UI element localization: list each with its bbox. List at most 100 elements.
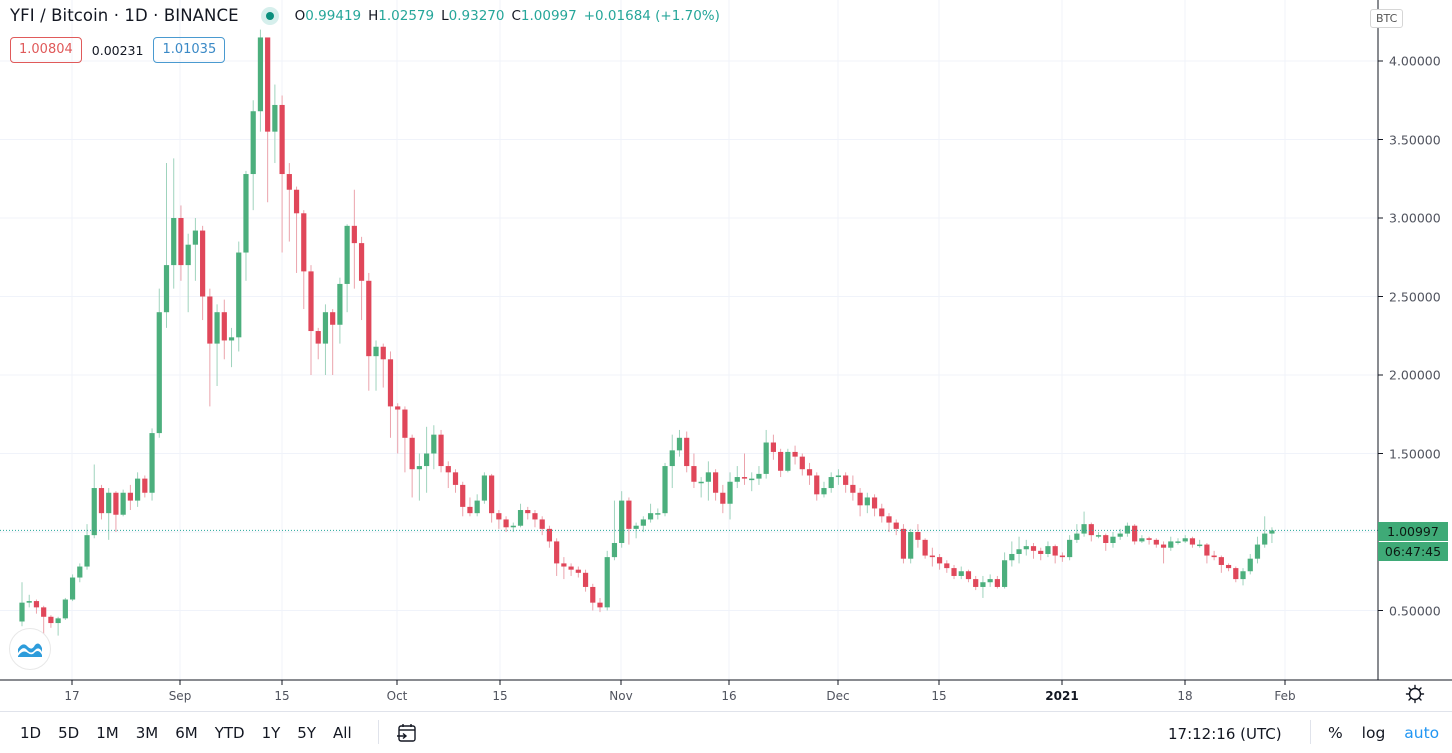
market-status-icon bbox=[260, 6, 279, 25]
close-label: C bbox=[511, 7, 521, 24]
go-to-date-calendar-icon[interactable] bbox=[396, 723, 418, 743]
candle bbox=[286, 174, 292, 190]
range-button-5d[interactable]: 5D bbox=[58, 724, 80, 742]
candle bbox=[1189, 538, 1196, 545]
price-axis-label: 0.50000 bbox=[1389, 603, 1441, 618]
buy-button[interactable]: 1.01035 bbox=[153, 37, 226, 63]
candle bbox=[351, 225, 357, 244]
candle bbox=[828, 477, 834, 489]
candle bbox=[1240, 571, 1246, 580]
close-value: 1.00997 bbox=[520, 7, 577, 24]
time-axis-label: 17 bbox=[64, 689, 80, 703]
candle bbox=[1117, 533, 1123, 537]
candle bbox=[908, 532, 914, 559]
range-button-1m[interactable]: 1M bbox=[96, 724, 119, 742]
symbol-title[interactable]: YFI / Bitcoin · 1D · BINANCE bbox=[10, 6, 239, 25]
candle bbox=[785, 451, 791, 471]
candle bbox=[113, 492, 119, 515]
candle bbox=[1211, 555, 1217, 558]
candle bbox=[965, 571, 972, 580]
candle bbox=[192, 230, 198, 245]
time-axis-label: Sep bbox=[168, 689, 192, 703]
bid-ask-row: 1.00804 0.00231 1.01035 bbox=[10, 37, 226, 63]
candle bbox=[951, 568, 957, 576]
range-button-ytd[interactable]: YTD bbox=[214, 724, 245, 742]
candle bbox=[1009, 553, 1015, 561]
candle bbox=[1247, 558, 1253, 572]
candle bbox=[496, 513, 502, 520]
candle bbox=[597, 602, 603, 608]
candle bbox=[713, 472, 719, 493]
candle bbox=[727, 481, 733, 504]
candle bbox=[561, 563, 567, 567]
candle bbox=[55, 618, 61, 624]
candle bbox=[1023, 546, 1029, 550]
candle bbox=[611, 542, 618, 558]
candle bbox=[973, 579, 979, 587]
candle bbox=[171, 218, 177, 266]
range-button-1d[interactable]: 1D bbox=[20, 724, 42, 742]
candle bbox=[380, 346, 386, 360]
low-label: L bbox=[441, 7, 449, 24]
candle bbox=[1016, 549, 1022, 554]
utc-clock[interactable]: 17:12:16 (UTC) bbox=[1168, 725, 1282, 743]
candle bbox=[337, 283, 343, 325]
time-axis-label: 2021 bbox=[1045, 689, 1079, 703]
tradingview-logo[interactable] bbox=[9, 628, 51, 670]
candle bbox=[734, 477, 740, 482]
candle bbox=[669, 450, 675, 467]
sell-button[interactable]: 1.00804 bbox=[10, 37, 82, 63]
candle bbox=[915, 532, 921, 540]
range-button-all[interactable]: All bbox=[333, 724, 352, 742]
candle bbox=[1218, 557, 1224, 565]
range-button-3m[interactable]: 3M bbox=[135, 724, 159, 742]
candle bbox=[214, 312, 220, 344]
candle bbox=[301, 213, 307, 272]
auto-scale-toggle[interactable]: auto bbox=[1404, 724, 1440, 742]
candle bbox=[792, 451, 798, 457]
candle bbox=[1095, 535, 1102, 537]
time-axis-label: 15 bbox=[931, 689, 947, 703]
time-axis-label: Nov bbox=[609, 689, 633, 703]
time-axis-label: 15 bbox=[274, 689, 290, 703]
countdown-tag: 06:47:45 bbox=[1378, 542, 1448, 561]
candle bbox=[763, 442, 769, 474]
high-value: 1.02579 bbox=[378, 7, 435, 24]
candle bbox=[257, 37, 264, 112]
candle bbox=[308, 271, 314, 332]
candle bbox=[228, 337, 235, 341]
settings-gear-icon[interactable] bbox=[1405, 684, 1425, 704]
candle bbox=[568, 566, 574, 570]
candle bbox=[178, 218, 184, 266]
candle bbox=[142, 478, 148, 493]
candle bbox=[279, 104, 285, 175]
candle bbox=[554, 541, 560, 564]
candle bbox=[1045, 546, 1051, 554]
candle bbox=[799, 456, 805, 470]
candle bbox=[438, 434, 444, 467]
candle bbox=[633, 525, 639, 529]
currency-badge[interactable]: BTC bbox=[1370, 9, 1404, 28]
toolbar-divider bbox=[1310, 720, 1311, 744]
candlestick-chart[interactable] bbox=[0, 0, 1452, 711]
candle bbox=[1103, 535, 1109, 543]
candle bbox=[1139, 538, 1145, 542]
candle bbox=[1225, 564, 1232, 569]
candle bbox=[1059, 555, 1065, 558]
candle bbox=[517, 510, 524, 526]
candle bbox=[619, 500, 625, 543]
candle bbox=[936, 557, 943, 564]
low-value: 0.93270 bbox=[448, 7, 505, 24]
candle bbox=[1146, 538, 1152, 540]
percent-scale-toggle[interactable]: % bbox=[1328, 724, 1343, 742]
candle bbox=[1262, 533, 1268, 545]
candle bbox=[1204, 544, 1210, 556]
range-button-5y[interactable]: 5Y bbox=[297, 724, 317, 742]
range-button-1y[interactable]: 1Y bbox=[261, 724, 281, 742]
range-button-6m[interactable]: 6M bbox=[175, 724, 198, 742]
candle bbox=[1124, 525, 1131, 534]
log-scale-toggle[interactable]: log bbox=[1361, 724, 1386, 742]
candle bbox=[1110, 536, 1116, 543]
candle bbox=[344, 225, 350, 284]
